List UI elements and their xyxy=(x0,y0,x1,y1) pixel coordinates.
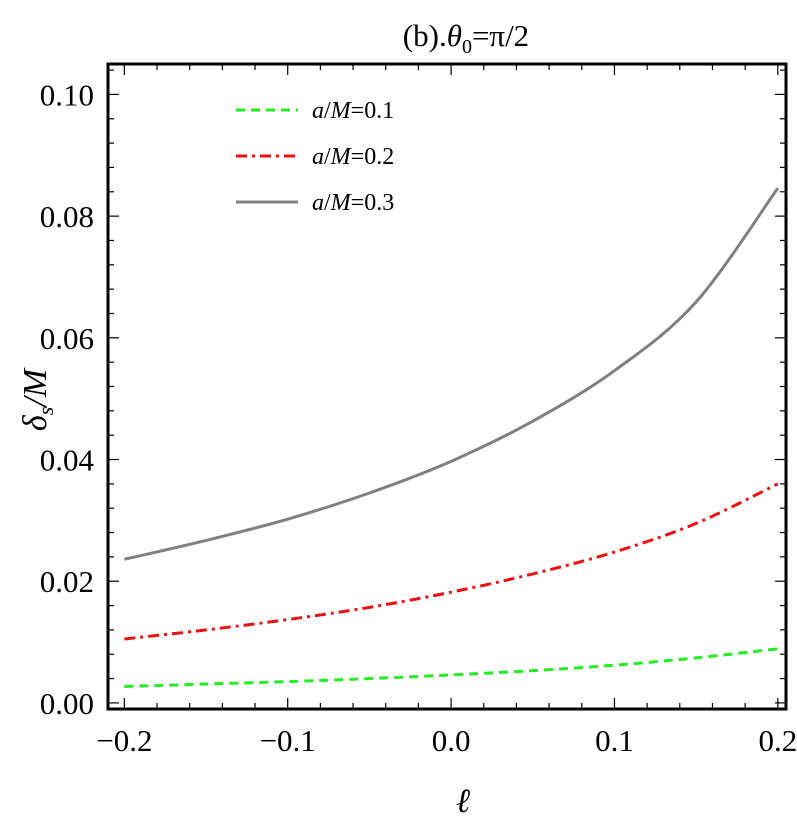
legend-label-3: a/M=0.3 xyxy=(312,190,394,216)
x-tick-label: 0.2 xyxy=(758,723,797,758)
axis-tick-labels: −0.2 −0.1 0.0 0.1 0.2 0.00 0.02 0.04 0.06 0.08 0.1… xyxy=(40,77,797,758)
y-tick-label: 0.06 xyxy=(40,321,94,356)
y-tick-label: 0.04 xyxy=(40,443,95,478)
y-tick-label: 0.00 xyxy=(40,686,94,721)
series-layer xyxy=(124,187,780,688)
x-tick-label: 0.0 xyxy=(432,723,471,758)
chart-title: (b).θ0=π/2 xyxy=(403,18,529,58)
legend-label-1: a/M=0.1 xyxy=(312,98,394,124)
series-line-1 xyxy=(124,647,778,688)
x-tick-label: 0.1 xyxy=(595,723,634,758)
y-tick-label: 0.02 xyxy=(40,564,94,599)
x-tick-label: −0.1 xyxy=(260,723,316,758)
legend: a/M=0.1 a/M=0.2 a/M=0.3 xyxy=(236,98,394,216)
axis-ticks xyxy=(108,64,786,709)
x-axis-label: ℓ xyxy=(456,783,470,820)
series-line-3 xyxy=(124,187,780,561)
series-line-2 xyxy=(124,482,779,641)
y-tick-label: 0.10 xyxy=(40,77,94,112)
legend-label-2: a/M=0.2 xyxy=(312,144,394,170)
y-tick-label: 0.08 xyxy=(40,199,94,234)
y-axis-label: δs/M xyxy=(17,367,58,431)
x-tick-label: −0.2 xyxy=(96,723,152,758)
plot-frame xyxy=(106,62,788,711)
